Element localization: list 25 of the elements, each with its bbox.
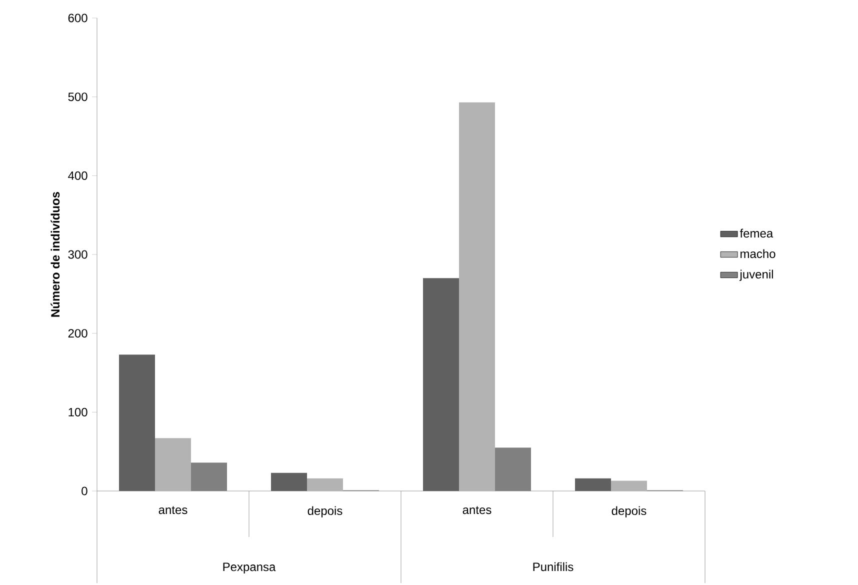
y-axis-title: Número de indivíduos [50, 192, 60, 317]
bar [575, 478, 612, 491]
legend-label: femea [740, 228, 774, 238]
bar [119, 354, 155, 491]
y-tick-label: 600 [68, 14, 88, 22]
x-tick-label: depois [308, 506, 342, 518]
bar [459, 102, 496, 491]
y-tick-label: 500 [68, 92, 88, 102]
legend-label: macho [740, 249, 776, 258]
legend-label: juvenil [739, 270, 773, 281]
y-tick-label: 300 [68, 250, 88, 259]
x-tick-label: antes [462, 506, 492, 514]
y-tick-label: 400 [68, 171, 88, 180]
text: Punifilis [533, 562, 574, 572]
y-tick-label: 0 [82, 486, 88, 496]
bar [307, 478, 344, 491]
x-tick-label: depois [612, 506, 646, 518]
bar [611, 480, 648, 491]
text: Pexpansa [223, 562, 276, 574]
bar [423, 278, 460, 491]
y-tick-label: 100 [68, 408, 88, 416]
y-tick-label: 200 [68, 329, 88, 338]
bar [155, 438, 191, 491]
bar [271, 472, 308, 491]
x-tick-label: antes [158, 506, 188, 514]
